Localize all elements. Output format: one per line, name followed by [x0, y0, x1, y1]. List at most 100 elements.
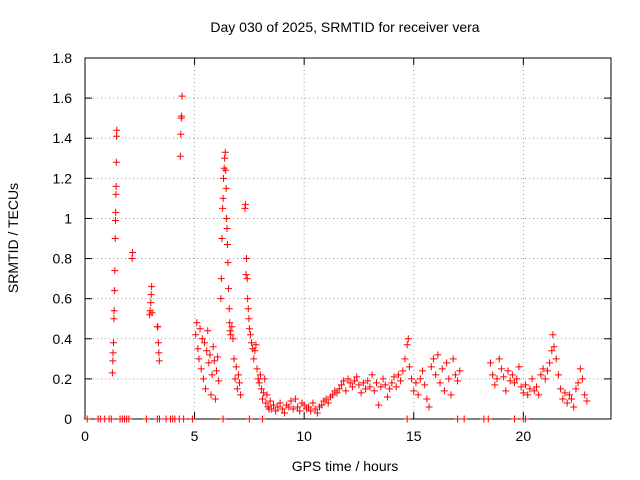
data-point — [506, 377, 514, 385]
data-point — [324, 399, 332, 407]
data-point — [561, 389, 569, 397]
data-point — [180, 415, 188, 423]
data-point — [495, 355, 503, 363]
data-point — [107, 415, 115, 423]
data-point — [213, 367, 220, 375]
data-point — [248, 339, 256, 347]
y-tick-label: 1.4 — [53, 130, 73, 146]
data-point — [497, 365, 505, 373]
data-point — [108, 369, 116, 377]
data-point — [554, 371, 562, 379]
data-point — [111, 235, 119, 242]
data-point — [535, 391, 543, 399]
plot-area-border — [84, 57, 612, 420]
data-point — [112, 208, 120, 216]
data-point — [111, 287, 119, 295]
data-point — [262, 399, 270, 407]
data-point — [399, 367, 407, 375]
data-point — [244, 305, 252, 313]
y-tick-label: 1.8 — [53, 50, 73, 66]
data-point — [176, 152, 184, 160]
data-point — [148, 283, 156, 291]
data-point — [388, 379, 396, 387]
data-point — [421, 381, 429, 389]
data-point — [154, 323, 162, 331]
data-point — [223, 214, 231, 222]
data-point — [432, 371, 440, 379]
data-point — [311, 405, 319, 413]
data-point — [208, 371, 216, 379]
data-point — [351, 377, 359, 385]
y-tick-label: 1 — [64, 210, 72, 226]
data-point — [342, 387, 350, 395]
ticks: 0 0.2 0.4 0.6 0.8 1 1.2 1.4 1.6 1.8 0 5 10 15 20 — [53, 50, 611, 444]
y-axis-label: SRMTID / TECUs — [5, 183, 21, 293]
data-point — [215, 377, 223, 385]
data-point — [401, 355, 409, 363]
data-point — [528, 375, 536, 383]
data-point — [403, 415, 411, 423]
data-point — [522, 415, 530, 423]
data-point — [524, 391, 532, 399]
data-point — [111, 216, 119, 224]
data-point — [272, 407, 280, 415]
data-point — [543, 367, 551, 375]
data-point — [222, 184, 230, 192]
data-point — [234, 371, 242, 379]
y-tick-label: 0.6 — [53, 291, 73, 307]
data-point — [416, 375, 424, 383]
data-point — [565, 391, 573, 399]
data-point — [226, 319, 234, 327]
data-point — [491, 381, 499, 389]
data-point — [522, 381, 530, 389]
data-point — [486, 359, 494, 367]
data-point — [436, 379, 444, 387]
data-point — [370, 387, 378, 395]
data-point — [83, 415, 91, 423]
data-point — [244, 295, 252, 303]
data-point — [322, 395, 330, 403]
data-point — [231, 375, 239, 383]
data-point — [447, 391, 455, 399]
data-point — [228, 323, 236, 331]
data-point — [364, 377, 372, 385]
data-point — [515, 363, 523, 371]
data-point — [460, 415, 468, 423]
x-axis-label: GPS time / hours — [292, 458, 399, 474]
data-point — [414, 391, 422, 399]
data-point — [278, 405, 286, 413]
data-point — [197, 365, 205, 373]
data-point — [259, 395, 267, 403]
data-point — [205, 359, 213, 367]
data-point — [259, 415, 267, 423]
data-point — [154, 339, 162, 347]
data-point — [419, 367, 427, 375]
data-point — [195, 355, 203, 363]
data-point — [429, 355, 437, 363]
data-point — [194, 345, 202, 353]
x-tick-label: 5 — [191, 428, 199, 444]
data-point — [335, 385, 343, 393]
data-point — [519, 389, 527, 397]
data-point — [243, 255, 251, 263]
data-point — [548, 347, 556, 355]
data-point — [559, 395, 567, 403]
data-point — [357, 389, 365, 397]
y-tick-label: 0.4 — [53, 331, 73, 347]
data-point — [261, 375, 269, 383]
data-point — [225, 305, 233, 313]
data-point — [196, 325, 204, 333]
data-point — [390, 373, 398, 381]
y-tick-label: 1.2 — [53, 170, 73, 186]
data-point — [530, 387, 538, 395]
data-point — [219, 415, 227, 423]
data-point — [242, 271, 250, 279]
data-point — [313, 409, 321, 417]
y-tick-label: 0.2 — [53, 371, 73, 387]
data-point — [253, 365, 261, 373]
data-point — [267, 405, 275, 413]
data-point — [217, 295, 225, 303]
data-point — [192, 331, 200, 339]
data-point — [148, 309, 156, 317]
